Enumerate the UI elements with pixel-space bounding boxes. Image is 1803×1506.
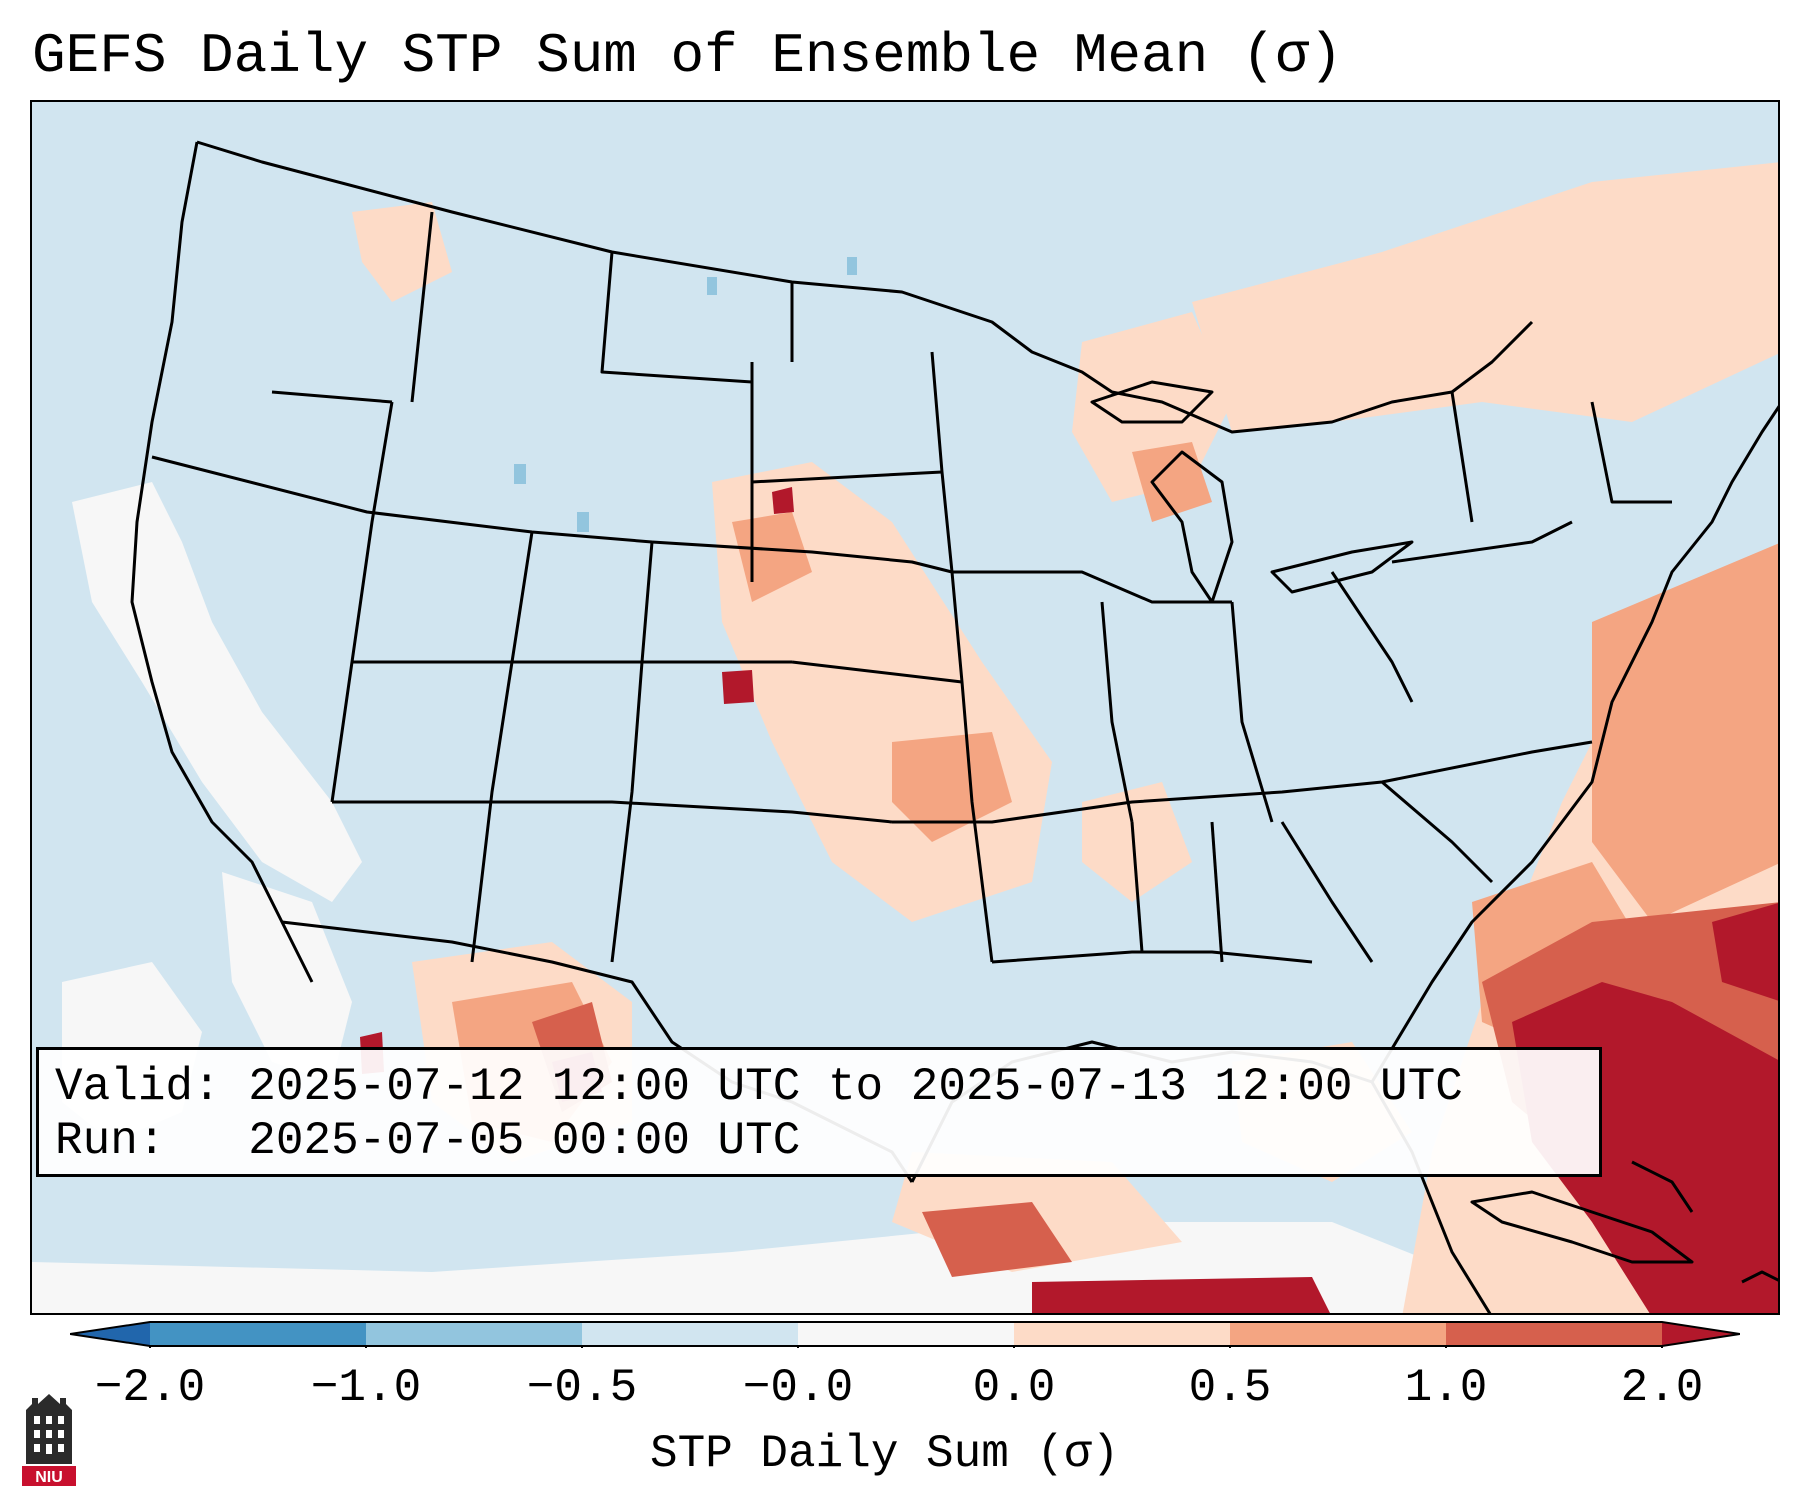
colorbar [70,1321,1740,1348]
colorbar-segment [1014,1322,1230,1346]
colorbar-tick-label: 1.0 [1404,1362,1488,1414]
colorbar-tick-label: −0.0 [742,1362,854,1414]
colorbar-segment [798,1322,1014,1346]
colorbar-segment-max [1662,1322,1740,1346]
svg-text:NIU: NIU [35,1469,63,1486]
run-value: 2025-07-05 00:00 UTC [248,1115,801,1167]
niu-logo-icon: NIU [22,1394,76,1486]
colorbar-tick-label: 2.0 [1620,1362,1704,1414]
map-title: GEFS Daily STP Sum of Ensemble Mean (σ) [32,24,1343,88]
colorbar-segment [1230,1322,1446,1346]
colorbar-tick-label: 0.5 [1188,1362,1272,1414]
colorbar-tick-label: −0.5 [526,1362,638,1414]
colorbar-segment-min [70,1322,150,1346]
valid-value: 2025-07-12 12:00 UTC to 2025-07-13 12:00… [248,1061,1463,1113]
valid-run-info-box: Valid: 2025-07-12 12:00 UTC to 2025-07-1… [36,1047,1602,1177]
slight-negative-regions [514,257,857,532]
colorbar-segment [150,1322,366,1346]
map-canvas [32,140,1778,1313]
colorbar-tick-label: −1.0 [310,1362,422,1414]
colorbar-segment [1446,1322,1662,1346]
colorbar-tick-label: 0.0 [972,1362,1056,1414]
colorbar-label: STP Daily Sum (σ) [650,1428,1120,1480]
valid-label: Valid: [55,1061,221,1113]
map-panel [30,100,1780,1315]
colorbar-tick-label: −2.0 [94,1362,206,1414]
colorbar-segment [366,1322,582,1346]
colorbar-segment [582,1322,798,1346]
run-label: Run: [55,1115,166,1167]
